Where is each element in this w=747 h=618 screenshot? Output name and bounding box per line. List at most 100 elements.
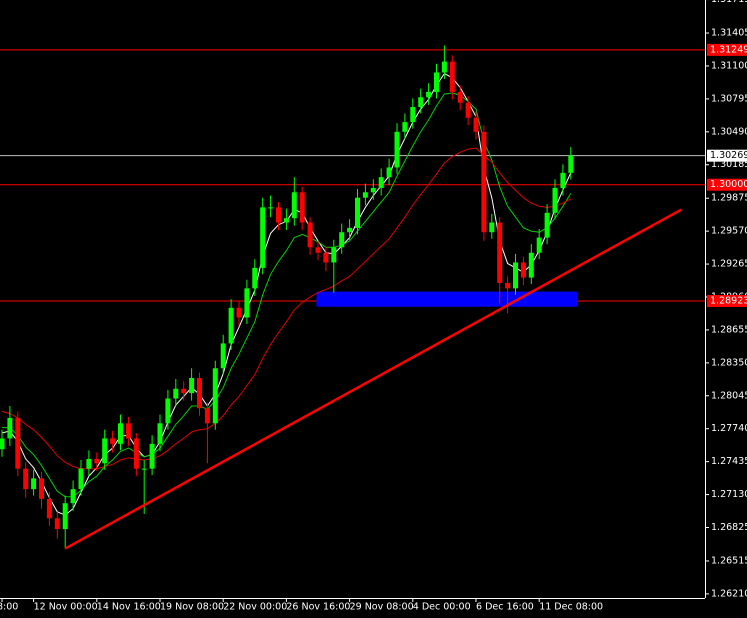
candle-body: [62, 503, 68, 530]
price-label-box: [707, 43, 747, 56]
candle-body: [268, 207, 274, 209]
candle-body: [23, 468, 29, 490]
y-tick-label: 1.31100: [711, 60, 747, 71]
price-label-box: [707, 149, 747, 162]
y-tick-label: 1.26825: [711, 522, 747, 533]
candle-body: [560, 172, 566, 188]
candle-body: [46, 498, 52, 519]
candle-body: [236, 307, 242, 318]
price-label: 1.31249: [710, 44, 747, 55]
y-tick-label: 1.27435: [711, 456, 747, 467]
candle-body: [505, 282, 511, 289]
y-tick-label: 1.27740: [711, 423, 747, 434]
x-tick-label: 29 Nov 08:00: [350, 602, 414, 613]
candle-body: [110, 438, 116, 444]
candle-body: [197, 377, 202, 409]
candle-body: [378, 177, 384, 188]
moving-average: [2, 92, 572, 498]
x-tick-label: 4 Dec 00:00: [413, 602, 471, 613]
candle-body: [165, 398, 171, 424]
candle-body: [252, 267, 258, 289]
y-tick-label: 1.28655: [711, 324, 747, 335]
candle-body: [86, 458, 92, 469]
candle-body: [291, 192, 297, 219]
candle-body: [489, 222, 495, 233]
candle-body: [410, 106, 416, 123]
x-tick-label: 8:00: [0, 602, 18, 613]
candle-body: [307, 222, 313, 248]
candle-body: [260, 207, 266, 268]
candle-body: [0, 438, 5, 450]
candle-body: [315, 247, 321, 253]
y-tick-label: 1.28350: [711, 357, 747, 368]
trendline: [64, 208, 683, 550]
candle-body: [465, 102, 471, 118]
candle-body: [520, 262, 526, 278]
candle-body: [283, 218, 289, 223]
y-tick-label: 1.29875: [711, 193, 747, 204]
candle-body: [276, 207, 281, 223]
candle-body: [536, 237, 542, 253]
price-label: 1.28923: [710, 295, 747, 306]
candle-body: [15, 417, 21, 469]
candle-body: [362, 192, 368, 198]
price-label: 1.30000: [710, 179, 747, 190]
x-tick-label: 26 Nov 16:00: [286, 602, 350, 613]
candle-body: [323, 252, 329, 263]
candle-body: [449, 61, 455, 92]
candle-body: [568, 155, 574, 173]
candle-body: [481, 131, 487, 233]
candle-body: [94, 458, 100, 464]
candle-body: [394, 131, 400, 168]
y-tick-label: 1.31715: [711, 0, 747, 5]
candle-body: [31, 478, 37, 490]
candle-body: [181, 388, 187, 394]
candle-body: [149, 443, 155, 469]
y-tick-label: 1.26515: [711, 555, 747, 566]
candle-body: [418, 97, 424, 107]
candle-body: [220, 343, 226, 369]
candle-body: [347, 227, 353, 233]
candle-body: [426, 91, 432, 98]
candle-body: [513, 262, 518, 289]
candle-body: [552, 187, 558, 213]
y-tick-label: 1.26210: [711, 588, 747, 599]
candle-body: [457, 91, 463, 103]
candle-body: [102, 438, 108, 464]
candle-body: [189, 377, 195, 394]
x-tick-label: 6 Dec 16:00: [476, 602, 534, 613]
candle-body: [370, 187, 376, 193]
candle-body: [125, 423, 131, 439]
candle-body: [339, 232, 345, 248]
candle-body: [544, 212, 550, 238]
y-tick-label: 1.30185: [711, 159, 747, 170]
candle-body: [473, 117, 479, 132]
plot-area: [0, 45, 705, 550]
y-tick-label: 1.28045: [711, 390, 747, 401]
x-tick-label: 11 Dec 08:00: [539, 602, 603, 613]
candle-body: [402, 122, 408, 132]
y-tick-label: 1.31405: [711, 28, 747, 39]
price-label-box: [707, 178, 747, 191]
y-tick-label: 1.30795: [711, 93, 747, 104]
candle-body: [133, 438, 139, 469]
candle-body: [141, 468, 147, 470]
y-tick-label: 1.29570: [711, 226, 747, 237]
x-tick-label: 14 Nov 16:00: [97, 602, 161, 613]
candle-body: [173, 388, 179, 399]
x-tick-label: 22 Nov 00:00: [223, 602, 287, 613]
candle-body: [212, 368, 218, 424]
x-tick-label: 12 Nov 00:00: [34, 602, 98, 613]
candle-body: [204, 408, 210, 424]
candle-body: [386, 167, 392, 178]
y-tick-label: 1.30490: [711, 126, 747, 137]
candle-body: [434, 72, 439, 92]
x-tick-label: 19 Nov 08:00: [160, 602, 224, 613]
candle-body: [355, 197, 360, 228]
candle-body: [228, 307, 234, 344]
candle-body: [118, 423, 123, 444]
price-label-box: [707, 294, 747, 307]
candle-body: [441, 61, 447, 73]
